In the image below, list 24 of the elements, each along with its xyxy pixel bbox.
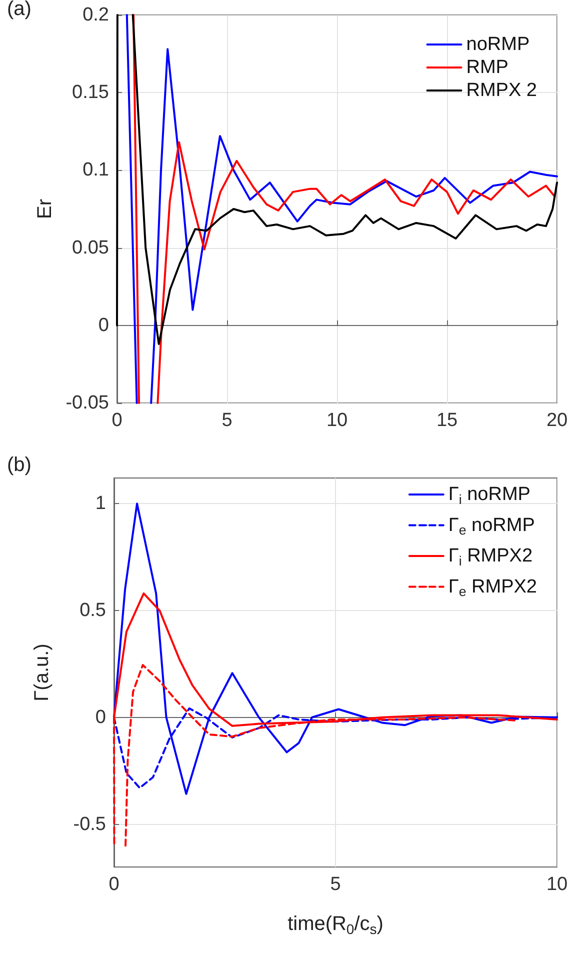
legend-label: RMPX 2	[466, 80, 538, 101]
chart-title: (a)	[7, 0, 32, 20]
x-tick-label: 5	[222, 410, 232, 431]
y-axis-title: Er	[34, 198, 56, 219]
legend-label: noRMP	[466, 34, 530, 55]
y-tick-label: 0.15	[72, 82, 109, 104]
y-tick-label: 1	[95, 493, 106, 514]
x-tick-label: 15	[436, 410, 458, 431]
chart-title: (b)	[7, 454, 32, 476]
y-tick-label: -0.05	[66, 392, 109, 414]
y-tick-label: 0.2	[82, 4, 109, 26]
y-tick-label: 0	[98, 314, 109, 336]
x-tick-label: 10	[326, 410, 348, 431]
x-tick-label: 20	[546, 410, 568, 431]
y-tick-label: -0.5	[73, 814, 106, 835]
y-tick-label: 0.1	[82, 160, 109, 181]
y-tick-label: 0.5	[80, 600, 106, 622]
y-axis-title: Γ(a.u.)	[31, 644, 53, 702]
x-tick-label: 0	[112, 410, 122, 431]
y-tick-label: 0	[95, 706, 106, 728]
y-tick-label: 0.05	[72, 237, 109, 258]
legend-label: RMP	[466, 57, 508, 78]
x-tick-label: 5	[330, 874, 341, 895]
x-tick-label: 10	[546, 874, 568, 895]
